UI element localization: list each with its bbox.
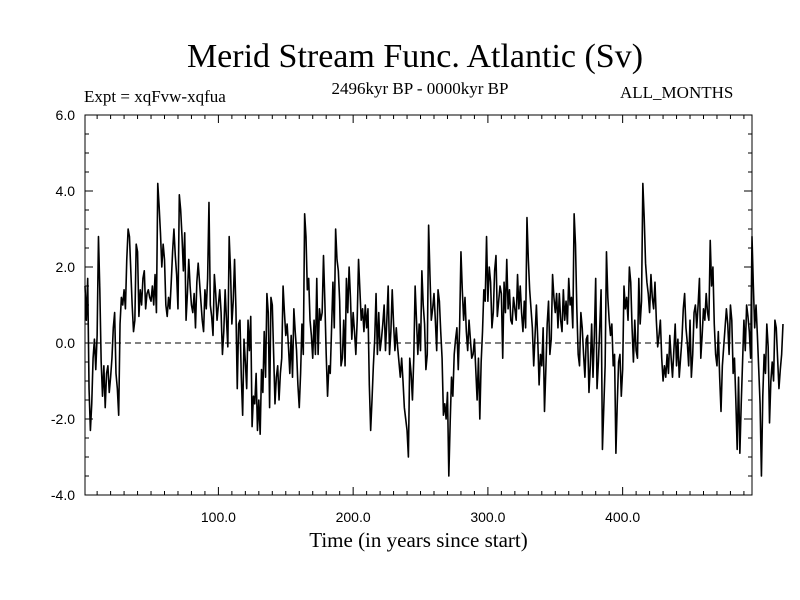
x-tick-label: 400.0 [605,509,640,525]
y-tick-label: -4.0 [51,487,75,503]
chart-title: Merid Stream Func. Atlantic (Sv) [186,38,644,75]
y-tick-label: 0.0 [56,335,76,351]
x-axis-label: Time (in years since start) [309,528,528,552]
x-tick-label: 200.0 [336,509,371,525]
y-tick-label: 2.0 [56,259,76,275]
y-tick-label: 6.0 [56,107,76,123]
months-label: ALL_MONTHS [620,83,734,102]
series-line [84,182,784,477]
period-label: 2496kyr BP - 0000kyr BP [331,79,509,98]
y-tick-label: -2.0 [51,411,75,427]
x-tick-label: 300.0 [470,509,505,525]
x-tick-label: 100.0 [201,509,236,525]
experiment-label: Expt = xqFvw-xqfua [84,87,226,106]
y-tick-label: 4.0 [56,183,76,199]
